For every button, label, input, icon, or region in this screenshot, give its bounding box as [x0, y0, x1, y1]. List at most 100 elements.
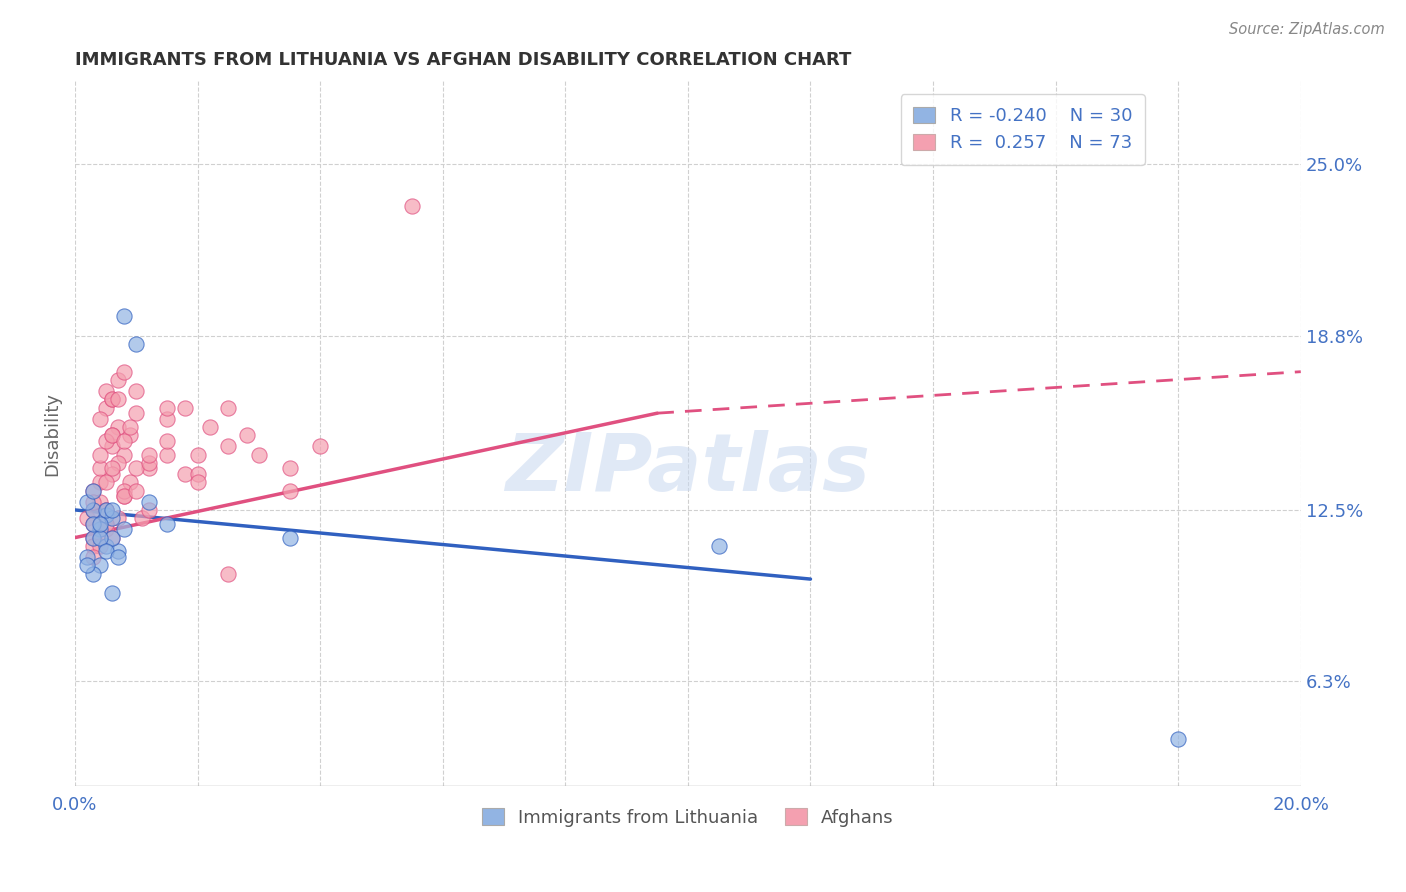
Point [278, 461, 301, 475]
Point [82, 516, 104, 531]
Point [76, 511, 98, 525]
Point [138, 448, 160, 462]
Point [101, 392, 124, 407]
Point [235, 428, 257, 442]
Point [174, 467, 197, 481]
Point [82, 483, 104, 498]
Point [76, 494, 98, 508]
Point [82, 516, 104, 531]
Point [112, 489, 135, 503]
Point [278, 531, 301, 545]
Point [101, 503, 124, 517]
Point [101, 461, 124, 475]
Point [1167, 732, 1189, 747]
Legend: Immigrants from Lithuania, Afghans: Immigrants from Lithuania, Afghans [475, 801, 901, 834]
Point [89, 411, 111, 425]
Point [101, 586, 124, 600]
Point [82, 503, 104, 517]
Point [247, 448, 270, 462]
Point [89, 448, 111, 462]
Point [101, 392, 124, 407]
Point [89, 494, 111, 508]
Point [156, 448, 179, 462]
Point [112, 365, 135, 379]
Point [76, 549, 98, 564]
Point [309, 439, 332, 453]
Point [187, 467, 209, 481]
Point [89, 531, 111, 545]
Point [112, 483, 135, 498]
Point [138, 456, 160, 470]
Point [107, 392, 129, 407]
Point [120, 475, 142, 490]
Point [125, 337, 148, 351]
Point [89, 539, 111, 553]
Point [107, 544, 129, 558]
Point [112, 489, 135, 503]
Point [217, 439, 239, 453]
Y-axis label: Disability: Disability [44, 392, 60, 476]
Point [82, 494, 104, 508]
Point [94, 544, 117, 558]
Point [707, 539, 730, 553]
Point [125, 406, 148, 420]
Point [107, 511, 129, 525]
Point [112, 310, 135, 324]
Point [187, 448, 209, 462]
Point [89, 461, 111, 475]
Point [101, 531, 124, 545]
Point [89, 522, 111, 536]
Point [89, 558, 111, 573]
Point [82, 549, 104, 564]
Point [101, 511, 124, 525]
Point [82, 539, 104, 553]
Point [187, 475, 209, 490]
Point [94, 384, 117, 398]
Point [94, 503, 117, 517]
Point [101, 439, 124, 453]
Point [94, 503, 117, 517]
Point [82, 483, 104, 498]
Point [125, 384, 148, 398]
Point [89, 516, 111, 531]
Point [112, 434, 135, 448]
Point [278, 483, 301, 498]
Point [112, 522, 135, 536]
Point [101, 428, 124, 442]
Text: Source: ZipAtlas.com: Source: ZipAtlas.com [1229, 22, 1385, 37]
Point [125, 461, 148, 475]
Point [156, 516, 179, 531]
Point [82, 531, 104, 545]
Point [94, 539, 117, 553]
Point [101, 467, 124, 481]
Point [138, 503, 160, 517]
Point [120, 428, 142, 442]
Point [156, 411, 179, 425]
Point [156, 401, 179, 415]
Point [82, 531, 104, 545]
Point [89, 531, 111, 545]
Point [94, 434, 117, 448]
Point [94, 522, 117, 536]
Point [107, 420, 129, 434]
Point [89, 475, 111, 490]
Point [198, 420, 221, 434]
Point [174, 401, 197, 415]
Point [94, 503, 117, 517]
Point [125, 483, 148, 498]
Point [101, 428, 124, 442]
Point [101, 531, 124, 545]
Point [82, 566, 104, 581]
Point [107, 456, 129, 470]
Point [217, 401, 239, 415]
Point [107, 549, 129, 564]
Point [156, 434, 179, 448]
Text: ZIPatlas: ZIPatlas [505, 430, 870, 508]
Point [138, 494, 160, 508]
Point [107, 373, 129, 387]
Point [138, 461, 160, 475]
Point [217, 566, 239, 581]
Point [94, 475, 117, 490]
Point [82, 503, 104, 517]
Point [76, 558, 98, 573]
